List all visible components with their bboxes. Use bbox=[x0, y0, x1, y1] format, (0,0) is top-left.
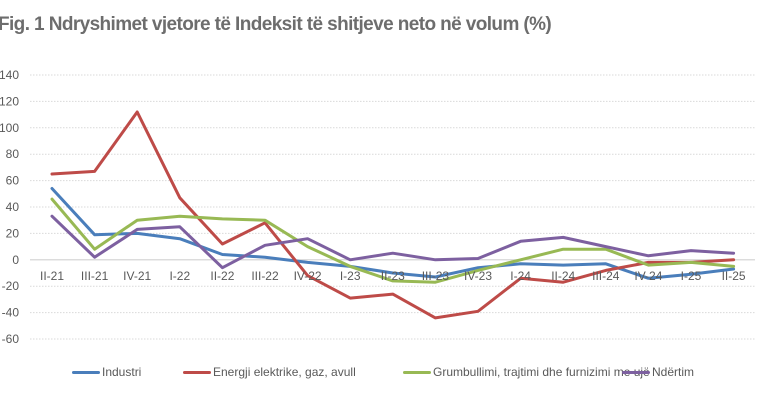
legend-swatch bbox=[622, 370, 650, 374]
y-tick-label: 0 bbox=[12, 253, 19, 267]
x-tick-label: IV-21 bbox=[123, 269, 151, 283]
legend-swatch bbox=[403, 370, 431, 374]
gridlines bbox=[30, 74, 755, 340]
y-tick-label: 100 bbox=[0, 121, 19, 135]
legend-label: Energji elektrike, gaz, avull bbox=[213, 365, 356, 379]
series-lines bbox=[50, 110, 736, 320]
legend-item-2: Grumbullimi, trajtimi dhe furnizimi me u… bbox=[403, 365, 650, 379]
legend-label: Ndërtim bbox=[652, 365, 695, 379]
legend-swatch bbox=[72, 370, 100, 374]
y-tick-label: -60 bbox=[2, 332, 20, 346]
series-line-1 bbox=[50, 110, 736, 320]
x-tick-label: II-21 bbox=[40, 269, 64, 283]
x-tick-label: I-25 bbox=[681, 269, 702, 283]
x-tick-label: II-24 bbox=[551, 269, 575, 283]
legend-item-3: Ndërtim bbox=[622, 365, 694, 379]
y-axis-ticks: 140 120 100 80 60 40 20 0 -20 -40 -60 bbox=[0, 68, 19, 346]
x-tick-label: I-23 bbox=[340, 269, 361, 283]
x-tick-label: I-24 bbox=[510, 269, 531, 283]
legend-swatch bbox=[183, 370, 211, 374]
legend-label: Grumbullimi, trajtimi dhe furnizimi me u… bbox=[433, 365, 650, 379]
x-tick-label: IV-23 bbox=[464, 269, 492, 283]
y-tick-label: -40 bbox=[2, 306, 20, 320]
x-tick-label: II-23 bbox=[381, 269, 405, 283]
legend: Industri Energji elektrike, gaz, avull Gru… bbox=[0, 365, 766, 385]
x-axis-ticks: II-21 III-21 IV-21 I-22 II-22 III-22 IV-22 I-23… bbox=[40, 269, 746, 283]
y-tick-label: -20 bbox=[2, 279, 20, 293]
x-tick-label: IV-24 bbox=[634, 269, 662, 283]
legend-item-0: Industri bbox=[72, 365, 141, 379]
x-tick-label: III-22 bbox=[251, 269, 279, 283]
chart-title: Fig. 1 Ndryshimet vjetore të Indeksit të… bbox=[0, 14, 552, 35]
x-tick-label: II-25 bbox=[722, 269, 746, 283]
x-tick-label: IV-22 bbox=[294, 269, 322, 283]
x-tick-label: III-23 bbox=[422, 269, 450, 283]
x-tick-label: I-22 bbox=[169, 269, 190, 283]
y-tick-label: 80 bbox=[6, 147, 20, 161]
y-tick-label: 20 bbox=[6, 226, 20, 240]
y-tick-label: 40 bbox=[6, 200, 20, 214]
y-tick-label: 60 bbox=[6, 174, 20, 188]
series-line-3 bbox=[50, 214, 736, 270]
y-tick-label: 120 bbox=[0, 94, 19, 108]
x-tick-label: III-24 bbox=[592, 269, 620, 283]
x-tick-label: III-21 bbox=[81, 269, 109, 283]
x-tick-label: II-22 bbox=[210, 269, 234, 283]
y-tick-label: 140 bbox=[0, 68, 19, 82]
series-line-2 bbox=[50, 197, 736, 284]
legend-item-1: Energji elektrike, gaz, avull bbox=[183, 365, 356, 379]
legend-label: Industri bbox=[102, 365, 142, 379]
